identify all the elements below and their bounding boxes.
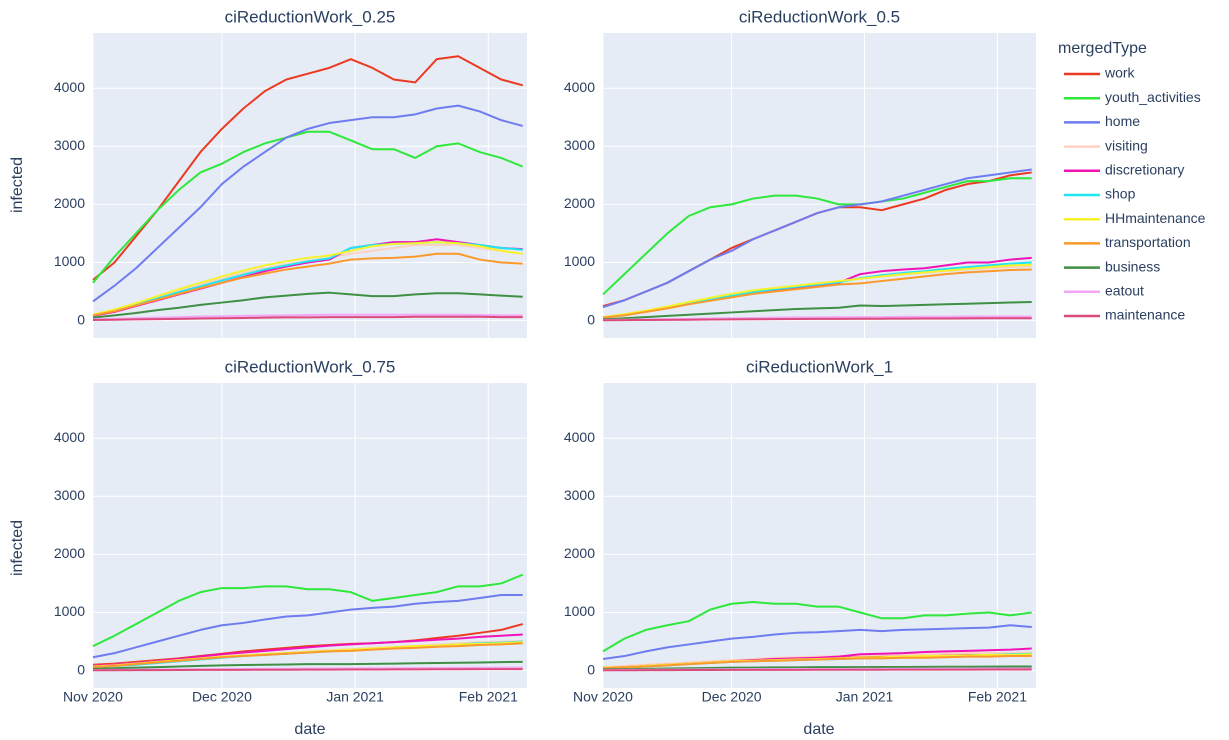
series-line: [92, 660, 523, 670]
y-tick-label: 3000: [564, 487, 595, 503]
y-tick-label: 2000: [54, 195, 85, 211]
series-line: [92, 594, 523, 659]
y-tick-label: 1000: [564, 253, 595, 269]
x-tick-label: Nov 2020: [573, 689, 633, 705]
y-tick-label: 2000: [564, 545, 595, 561]
series-line: [602, 651, 1032, 669]
y-tick-label: 0: [77, 311, 85, 327]
x-tick-label: Feb 2021: [968, 689, 1027, 705]
x-tick-label: Nov 2020: [63, 689, 123, 705]
plot-area: [93, 383, 527, 688]
y-tick-label: 0: [587, 311, 595, 327]
series-line: [602, 268, 1032, 319]
y-tick-label: 4000: [54, 429, 85, 445]
legend-label: discretionary: [1105, 162, 1184, 178]
subplot-title: ciReductionWork_0.25: [225, 7, 396, 26]
series-line: [602, 624, 1032, 660]
y-axis-label: infected: [9, 157, 26, 213]
series-line: [602, 665, 1032, 671]
series-line: [602, 668, 1032, 672]
series-line: [92, 291, 523, 319]
series-line: [92, 241, 523, 316]
x-tick-label: Feb 2021: [459, 689, 518, 705]
x-tick-label: Jan 2021: [326, 689, 384, 705]
y-tick-label: 1000: [54, 253, 85, 269]
y-tick-label: 2000: [564, 195, 595, 211]
y-axis-label: infected: [9, 520, 26, 576]
legend-label: youth_activities: [1105, 89, 1201, 105]
legend-title: mergedType: [1058, 40, 1147, 57]
series-line: [92, 642, 523, 669]
legend-label: eatout: [1105, 283, 1144, 299]
series-line: [92, 55, 523, 281]
subplot-title: ciReductionWork_0.5: [739, 7, 900, 26]
plot-area: [603, 383, 1036, 688]
y-tick-label: 1000: [564, 603, 595, 619]
series-line: [92, 313, 523, 321]
legend-label: maintenance: [1105, 307, 1185, 323]
legend-label: home: [1105, 113, 1140, 129]
series-line: [602, 300, 1032, 321]
y-tick-label: 1000: [54, 603, 85, 619]
y-tick-label: 4000: [564, 429, 595, 445]
series-line: [92, 104, 523, 303]
legend-label: shop: [1105, 186, 1136, 202]
series-line: [92, 130, 524, 284]
legend-label: HHmaintenance: [1105, 210, 1206, 226]
series-line: [602, 601, 1032, 653]
series-line: [92, 252, 523, 317]
subplot-title: ciReductionWork_1: [746, 357, 893, 376]
series-line: [602, 263, 1032, 319]
x-axis-label: date: [294, 721, 325, 738]
series-line: [602, 317, 1032, 322]
x-tick-label: Jan 2021: [836, 689, 894, 705]
y-tick-label: 3000: [54, 487, 85, 503]
y-tick-label: 4000: [564, 79, 595, 95]
y-tick-label: 4000: [54, 79, 85, 95]
series-line: [92, 668, 523, 672]
legend-label: transportation: [1105, 234, 1191, 250]
x-tick-label: Dec 2020: [192, 689, 252, 705]
plot-area: [603, 33, 1036, 338]
series-line: [92, 573, 524, 648]
legend-label: visiting: [1105, 137, 1148, 153]
plot-area: [93, 33, 527, 338]
x-axis-label: date: [803, 721, 834, 738]
y-tick-label: 2000: [54, 545, 85, 561]
series-line: [602, 655, 1032, 670]
legend-label: work: [1104, 65, 1136, 81]
y-tick-label: 0: [77, 661, 85, 677]
y-tick-label: 0: [587, 661, 595, 677]
series-line: [602, 177, 1032, 296]
subplot-title: ciReductionWork_0.75: [225, 357, 396, 376]
y-tick-label: 3000: [54, 137, 85, 153]
series-line: [602, 168, 1032, 309]
series-line: [92, 315, 523, 321]
y-tick-label: 3000: [564, 137, 595, 153]
legend-label: business: [1105, 258, 1160, 274]
x-tick-label: Dec 2020: [702, 689, 762, 705]
